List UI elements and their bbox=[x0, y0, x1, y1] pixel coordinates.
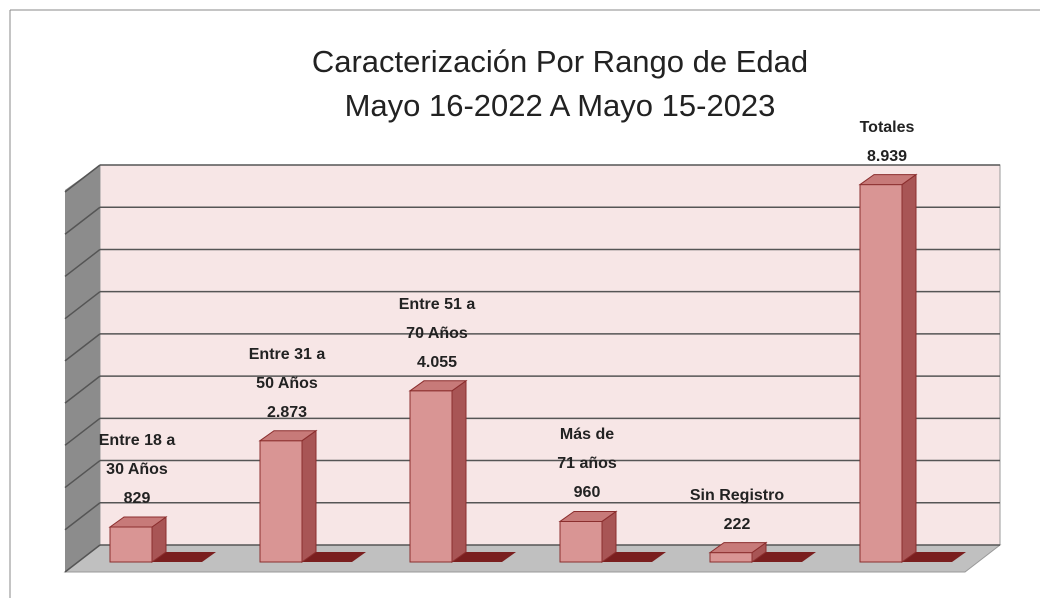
grid-line bbox=[64, 164, 101, 193]
bar bbox=[109, 526, 153, 563]
bar-top bbox=[858, 174, 918, 186]
bar-top bbox=[708, 542, 768, 554]
data-label: Más de 71 años 960 bbox=[517, 420, 657, 507]
bar-shadow bbox=[452, 552, 516, 562]
bar-shadow bbox=[602, 552, 666, 562]
grid-line bbox=[64, 248, 101, 278]
bar-top bbox=[258, 430, 318, 442]
data-label: Totales 8.939 bbox=[817, 113, 957, 171]
bar bbox=[409, 390, 453, 563]
data-label: Entre 51 a 70 Años 4.055 bbox=[367, 290, 507, 377]
category-label: Entre 18 a 30 Años bbox=[98, 431, 176, 478]
value-label: 829 bbox=[123, 489, 151, 507]
value-label: 960 bbox=[573, 484, 601, 502]
bar-top bbox=[558, 510, 618, 522]
grid-line bbox=[64, 502, 101, 531]
value-label: 8.939 bbox=[866, 147, 908, 165]
bar-top bbox=[408, 380, 468, 392]
grid-line bbox=[64, 206, 101, 235]
category-label: Sin Registro bbox=[689, 486, 785, 504]
value-label: 222 bbox=[723, 515, 751, 533]
grid-line bbox=[64, 459, 101, 489]
grid-line bbox=[64, 333, 101, 362]
bar-side bbox=[451, 379, 467, 563]
bar bbox=[559, 520, 603, 563]
chart-title: Caracterización Por Rango de Edad Mayo 1… bbox=[311, 44, 809, 123]
bar-shadow bbox=[752, 552, 816, 562]
bar-shadow bbox=[302, 552, 366, 562]
value-label: 4.055 bbox=[416, 353, 458, 371]
grid-line bbox=[64, 544, 101, 573]
bar-top bbox=[108, 516, 168, 528]
data-label: Entre 18 a 30 Años 829 bbox=[67, 426, 207, 513]
data-label: Sin Registro 222 bbox=[667, 481, 807, 539]
category-label: Entre 51 a 70 Años bbox=[398, 295, 476, 342]
category-label: Totales bbox=[859, 118, 915, 136]
bar-shadow bbox=[902, 552, 966, 562]
bar-side bbox=[301, 429, 317, 563]
bar-shadow bbox=[152, 552, 216, 562]
bar-side bbox=[901, 173, 917, 563]
bar bbox=[259, 440, 303, 563]
side-wall bbox=[65, 165, 100, 572]
value-label: 2.873 bbox=[266, 403, 308, 421]
category-label: Más de 71 años bbox=[557, 426, 617, 473]
bar bbox=[709, 552, 753, 563]
grid-line bbox=[64, 417, 101, 446]
category-label: Entre 31 a 50 Años bbox=[248, 345, 326, 392]
data-label: Entre 31 a 50 Años 2.873 bbox=[217, 340, 357, 427]
bar bbox=[859, 184, 903, 563]
grid-line bbox=[64, 291, 101, 320]
grid-line bbox=[64, 375, 101, 404]
